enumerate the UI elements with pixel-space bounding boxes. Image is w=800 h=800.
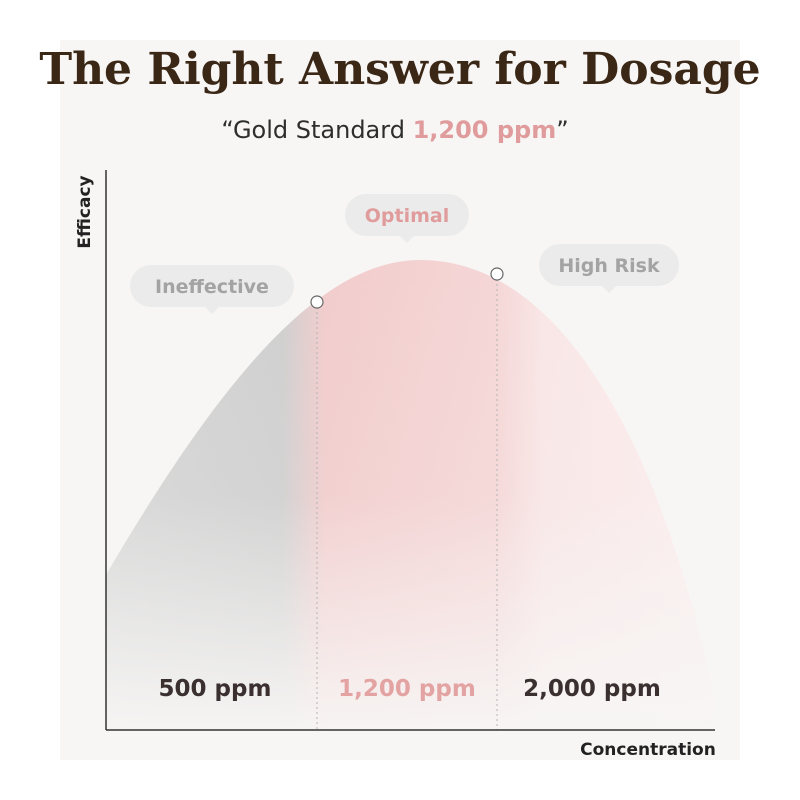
zone-label: High Risk <box>558 255 660 277</box>
bubble <box>130 265 294 314</box>
curve-fade <box>106 260 715 730</box>
y-axis-label: Efficacy <box>75 175 95 248</box>
bubble <box>345 194 469 243</box>
zone-label: Optimal <box>365 205 449 227</box>
subtitle-before: “Gold Standard <box>221 116 412 144</box>
subtitle: “Gold Standard 1,200 ppm” <box>221 116 568 144</box>
subtitle-highlight: 1,200 ppm <box>413 116 557 144</box>
point <box>310 295 324 309</box>
zones: Ineffective 500 ppm Optimal 1,200 ppm High R… <box>130 194 679 702</box>
subtitle-after: ” <box>556 116 568 144</box>
bubble <box>539 244 679 293</box>
zone-concentration: 1,200 ppm <box>338 676 476 702</box>
zone-concentration: 500 ppm <box>159 676 272 702</box>
point <box>490 267 504 281</box>
zone-label: Ineffective <box>155 276 269 298</box>
x-axis-label: Concentration <box>580 740 716 760</box>
title: The Right Answer for Dosage <box>39 44 760 95</box>
zone-concentration: 2,000 ppm <box>523 676 661 702</box>
